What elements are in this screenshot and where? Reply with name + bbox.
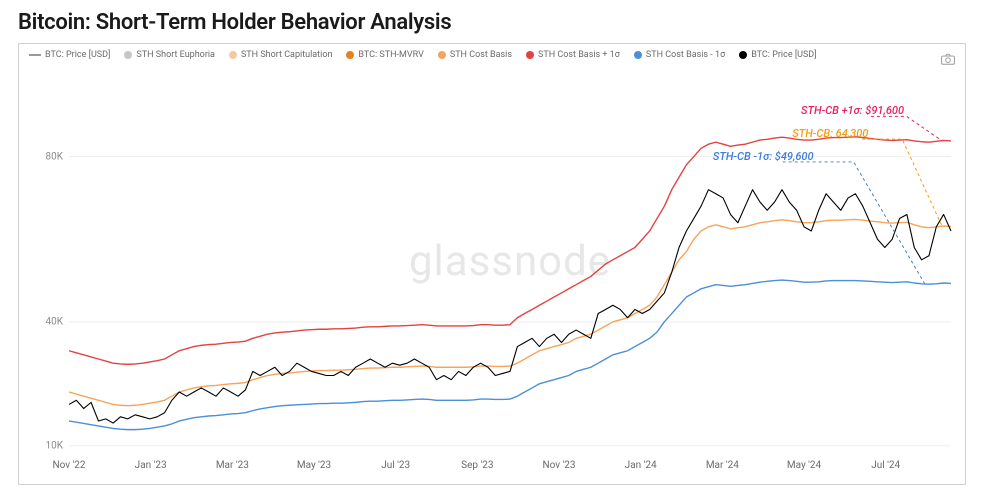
x-axis-tick-label: Nov '23	[542, 460, 575, 471]
x-axis-tick-label: Jul '24	[871, 460, 900, 471]
legend-item[interactable]: BTC: Price [USD]	[739, 50, 816, 60]
legend-label: STH Cost Basis + 1σ	[538, 50, 620, 60]
legend-swatch	[634, 51, 642, 59]
y-axis-tick-label: 80K	[45, 151, 63, 162]
legend-swatch	[526, 51, 534, 59]
page-title: Bitcoin: Short-Term Holder Behavior Anal…	[18, 10, 966, 35]
series-cost-basis	[69, 219, 951, 405]
series-plus-sigma	[69, 137, 951, 365]
legend-item[interactable]: BTC: Price [USD]	[29, 50, 110, 60]
y-axis-tick-label: 10K	[45, 440, 63, 451]
x-axis-tick-label: Jan '24	[625, 460, 657, 471]
legend-swatch	[229, 51, 237, 59]
annotation-leader	[862, 139, 942, 226]
series-minus-sigma	[69, 280, 951, 430]
legend-label: BTC: STH-MVRV	[358, 50, 423, 60]
legend-item[interactable]: STH Short Capitulation	[229, 50, 332, 60]
x-axis-tick-label: Sep '23	[461, 460, 493, 471]
x-axis-tick-label: Mar '23	[216, 460, 249, 471]
chart-annotation: STH-CB +1σ: $91,600	[801, 104, 904, 117]
legend-item[interactable]: STH Short Euphoria	[124, 50, 215, 60]
legend-item[interactable]: STH Cost Basis + 1σ	[526, 50, 620, 60]
x-axis-tick-label: Nov '22	[52, 460, 85, 471]
series-price	[69, 190, 951, 423]
chart-annotation: STH-CB -1σ: $49,600	[713, 150, 814, 163]
x-axis-tick-label: May '23	[297, 460, 331, 471]
legend: BTC: Price [USD] STH Short Euphoria STH Sh…	[19, 44, 965, 66]
annotation-leader	[871, 116, 942, 141]
legend-swatch	[124, 51, 132, 59]
legend-item[interactable]: STH Cost Basis	[438, 50, 512, 60]
legend-label: STH Short Euphoria	[136, 50, 215, 60]
x-axis-tick-label: Mar '24	[706, 460, 739, 471]
y-axis-tick-label: 40K	[45, 316, 63, 327]
legend-label: STH Cost Basis	[450, 50, 512, 60]
chart-annotation: STH-CB: 64,300	[792, 127, 868, 140]
legend-swatch	[438, 51, 446, 59]
legend-swatch-line	[29, 54, 41, 56]
camera-icon[interactable]	[941, 50, 955, 62]
chart-frame: BTC: Price [USD] STH Short Euphoria STH Sh…	[18, 43, 966, 485]
plot-area: glassnode 10K40K80KNov '22Jan '23Mar '23…	[69, 74, 951, 454]
legend-item[interactable]: BTC: STH-MVRV	[346, 50, 423, 60]
legend-label: STH Cost Basis - 1σ	[646, 50, 725, 60]
legend-item[interactable]: STH Cost Basis - 1σ	[634, 50, 725, 60]
x-axis-tick-label: Jan '23	[135, 460, 167, 471]
legend-label: BTC: Price [USD]	[45, 50, 110, 60]
legend-swatch	[739, 51, 747, 59]
chart-container: Bitcoin: Short-Term Holder Behavior Anal…	[0, 0, 984, 500]
legend-swatch	[346, 51, 354, 59]
legend-label: BTC: Price [USD]	[751, 50, 816, 60]
x-axis-tick-label: Jul '23	[381, 460, 410, 471]
x-axis-tick-label: May '24	[787, 460, 821, 471]
legend-label: STH Short Capitulation	[241, 50, 332, 60]
